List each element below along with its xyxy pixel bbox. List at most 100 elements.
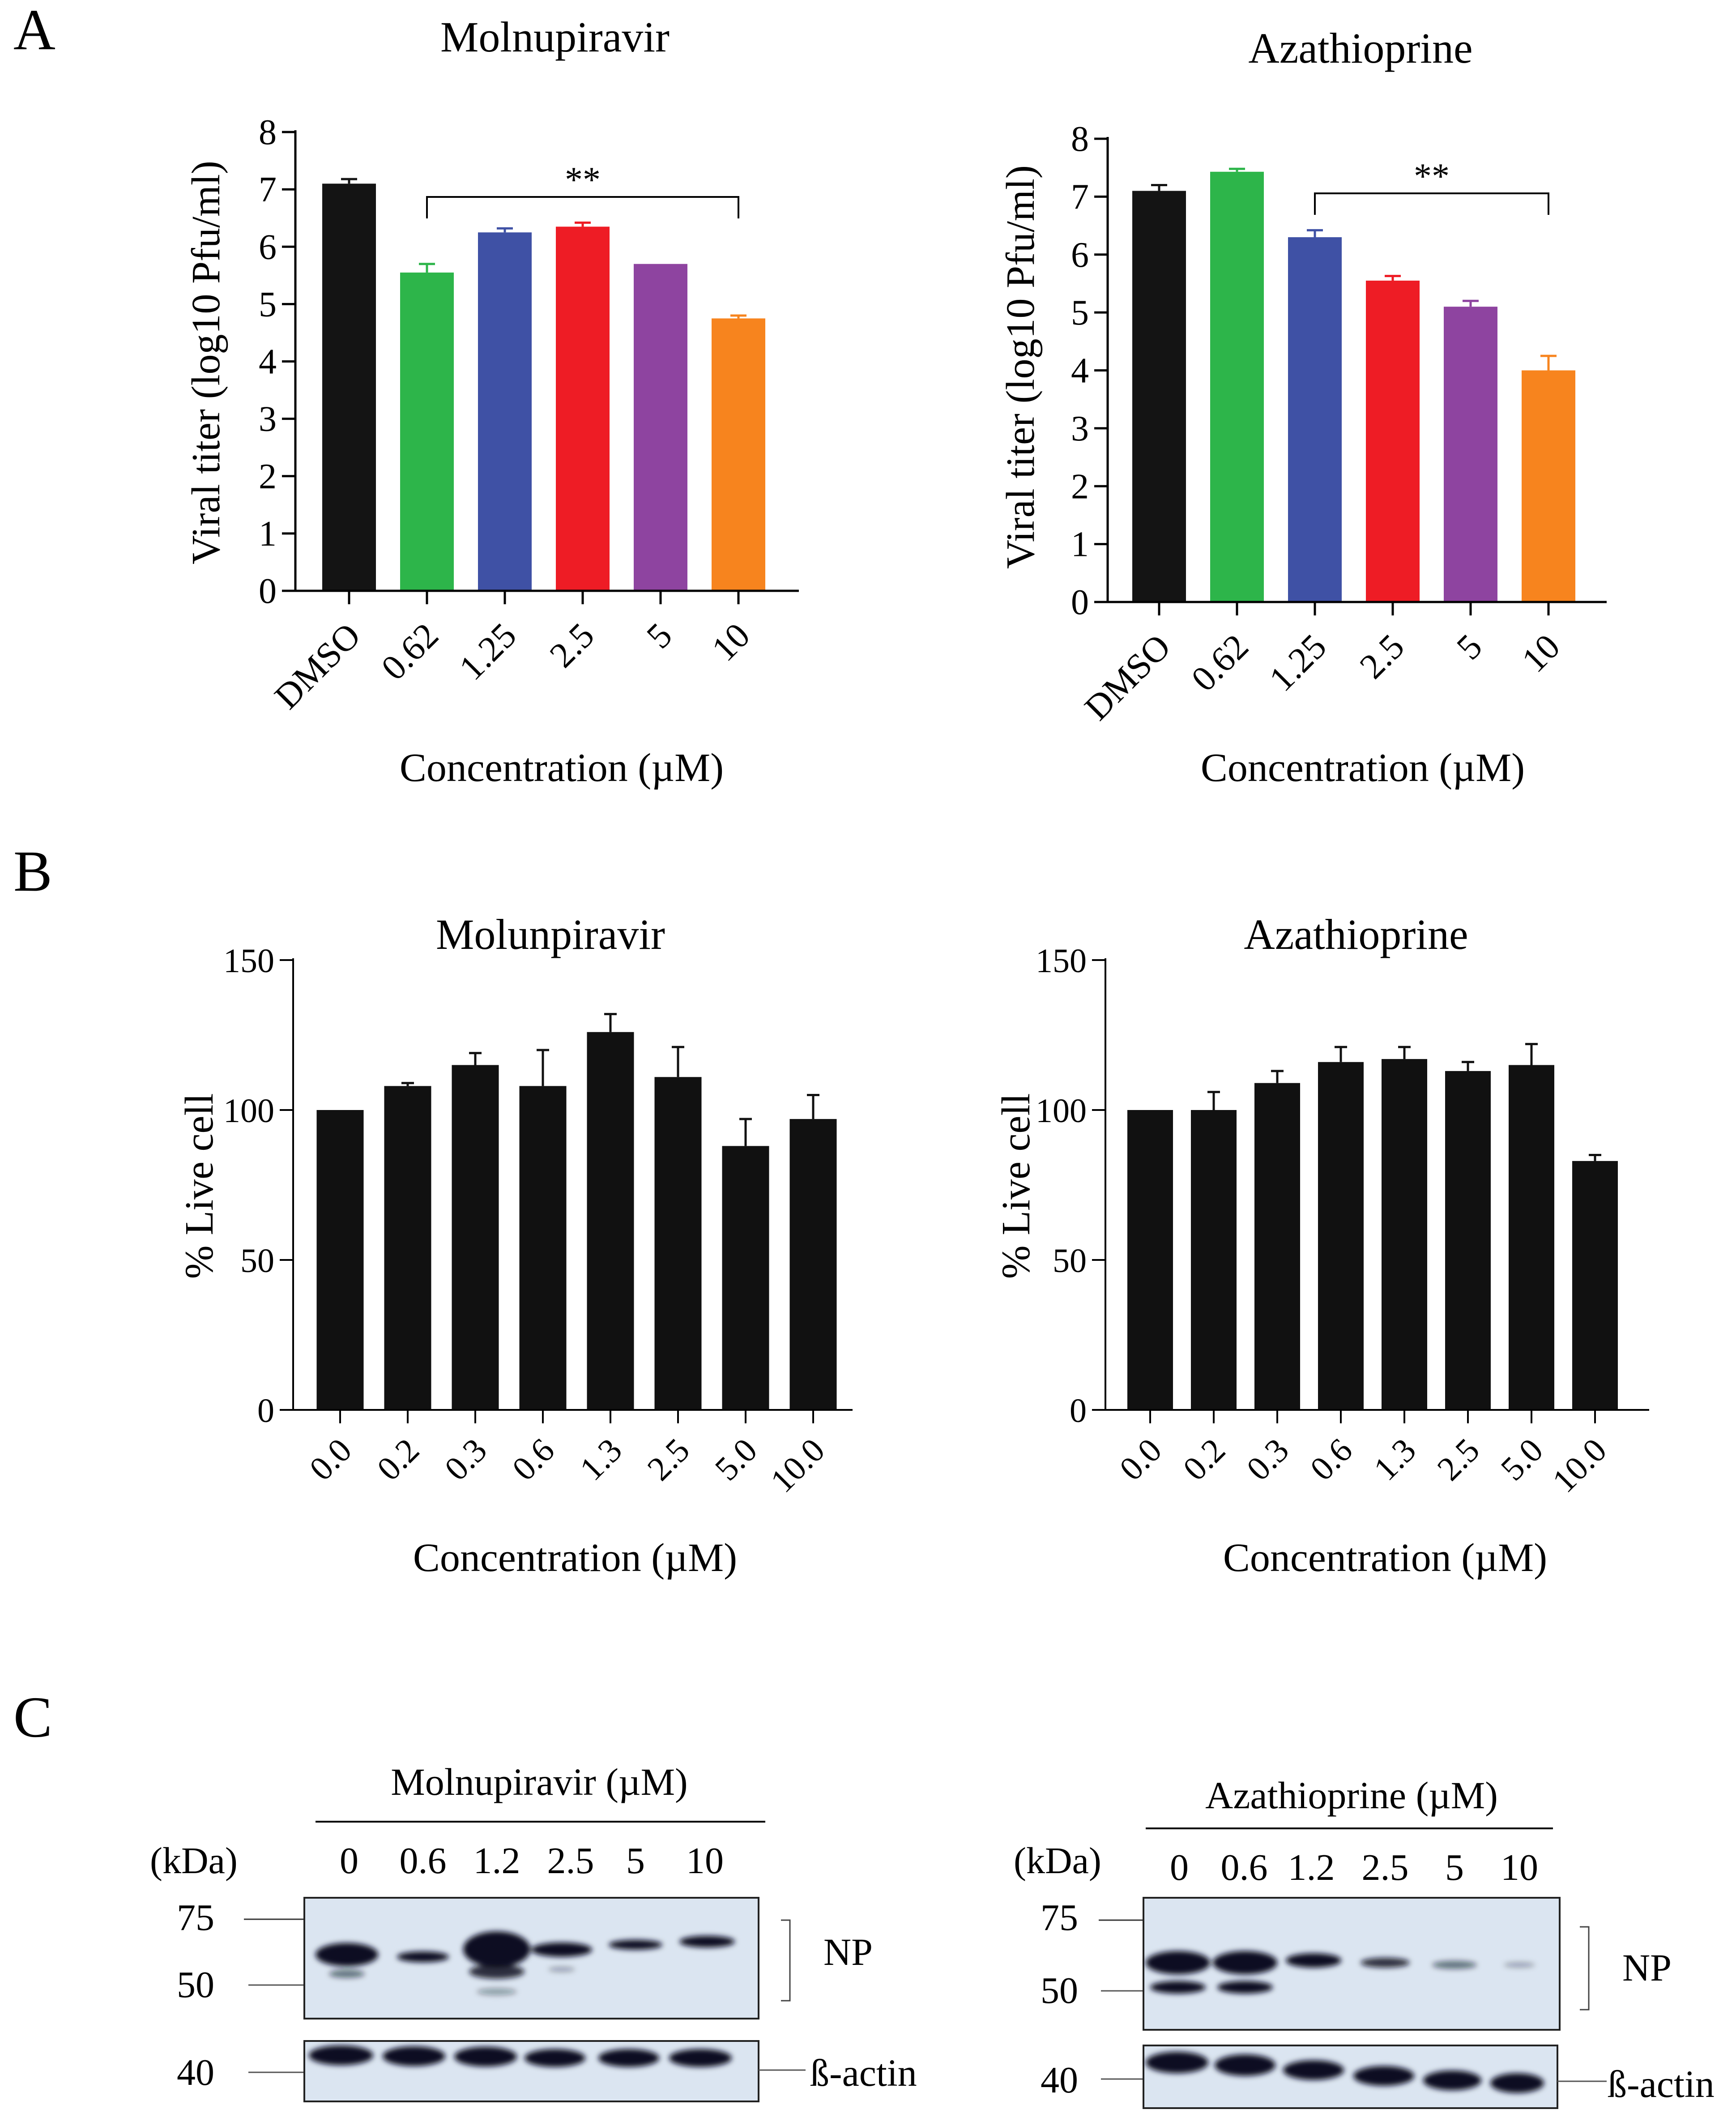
np-bracket (781, 1919, 791, 2002)
y-tick-label: 7 (1071, 177, 1089, 217)
y-tick-label: 6 (259, 227, 277, 267)
x-tick-label: 0.6 (1303, 1431, 1360, 1488)
y-tick-label: 5 (1071, 293, 1089, 333)
y-tick-label: 50 (1053, 1242, 1087, 1280)
bar (322, 184, 376, 591)
x-tick-label: 0.62 (374, 616, 446, 688)
blot-title: Azathioprine (µM) (1205, 1774, 1498, 1817)
x-tick-label: 10.0 (763, 1431, 832, 1500)
actin-bands (309, 2045, 732, 2067)
x-tick-label: DMSO (1077, 627, 1178, 728)
y-tick-label: 2 (1071, 467, 1089, 506)
bar (400, 272, 454, 591)
lane-label: 0.6 (400, 1840, 447, 1882)
bar (478, 232, 532, 591)
bar (1572, 1161, 1618, 1410)
chart-title: Azathioprine (1248, 24, 1472, 72)
y-axis-label: Viral titer (log10 Pfu/ml) (184, 161, 228, 564)
bar (1444, 307, 1497, 602)
x-tick-label: 0.2 (370, 1431, 427, 1488)
lane-label: 10 (1501, 1847, 1538, 1888)
actin-label: ß-actin (810, 2051, 917, 2094)
significance-bracket (426, 196, 739, 218)
lane-label: 5 (626, 1840, 645, 1882)
x-tick-label: 0.6 (505, 1431, 562, 1488)
kda-label: (kDa) (1014, 1840, 1101, 1882)
bar (316, 1110, 364, 1410)
chart-title: Molunpiravir (436, 910, 665, 958)
lane-label: 0 (1170, 1847, 1189, 1888)
bar (1509, 1065, 1554, 1410)
x-tick-label: 0.0 (302, 1431, 359, 1488)
x-tick-label: 10.0 (1545, 1431, 1614, 1500)
lane-label: 10 (686, 1840, 724, 1882)
actin-label: ß-actin (1608, 2062, 1715, 2105)
bar (654, 1077, 702, 1410)
y-tick-label: 1 (259, 514, 277, 554)
bar (519, 1086, 567, 1410)
y-tick-label: 50 (240, 1242, 274, 1280)
significance-label: ** (1414, 157, 1450, 196)
x-tick-label: DMSO (267, 616, 368, 717)
x-axis-label: Concentration (µM) (1201, 746, 1525, 790)
y-tick-label: 150 (223, 942, 274, 980)
y-tick-label: 4 (1071, 351, 1089, 391)
y-tick-label: 3 (1071, 409, 1089, 448)
y-tick-label: 2 (259, 457, 277, 496)
x-tick-label: 2.5 (640, 1431, 697, 1488)
y-tick-label: 7 (259, 170, 277, 209)
panel-letter-b: B (13, 839, 52, 904)
lane-label: 0 (340, 1840, 358, 1882)
marker-75: 75 (177, 1897, 214, 1938)
y-axis-label: Viral titer (log10 Pfu/ml) (998, 165, 1043, 569)
chart-molunpiravir-live-cell: Molunpiravir Concentration (µM) % Live cel… (177, 910, 853, 1580)
chart-molnupiravir-viral-titer: Molnupiravir Concentration (µM) Viral tite… (184, 13, 799, 790)
x-tick-label: 1.25 (1262, 627, 1334, 699)
x-axis-label: Concentration (µM) (400, 746, 724, 790)
marker-50: 50 (177, 1964, 214, 2006)
x-tick-label: 10 (1514, 627, 1568, 680)
x-tick-label: 2.5 (1352, 627, 1412, 687)
y-tick-label: 0 (257, 1392, 274, 1430)
western-blot-azathioprine: Azathioprine (µM) (kDa) 0 0.6 1.2 2.5 5 … (1014, 1774, 1715, 2109)
bar (712, 318, 765, 591)
np-membrane (1143, 1897, 1561, 2031)
chart-azathioprine-live-cell: Azathioprine Concentration (µM) % Live cel… (994, 910, 1649, 1580)
bar (634, 264, 687, 591)
chart-azathioprine-viral-titer: Azathioprine Concentration (µM) Viral tite… (998, 24, 1607, 790)
bar (587, 1032, 634, 1410)
x-tick-label: 1.3 (1366, 1431, 1423, 1488)
x-tick-label: 0.0 (1112, 1431, 1169, 1488)
bar (722, 1146, 769, 1410)
y-tick-label: 1 (1071, 525, 1089, 564)
y-tick-label: 150 (1036, 942, 1087, 980)
actin-bands (1146, 2052, 1544, 2093)
x-tick-label: 1.25 (452, 616, 524, 688)
significance-bracket (1314, 192, 1549, 215)
chart-title: Molnupiravir (440, 13, 670, 61)
y-tick-label: 8 (1071, 120, 1089, 159)
y-tick-label: 4 (259, 342, 277, 382)
lane-label: 2.5 (547, 1840, 594, 1882)
bar (789, 1119, 837, 1410)
bar (1522, 370, 1575, 602)
marker-40: 40 (177, 2052, 214, 2093)
actin-membrane (1143, 2045, 1558, 2109)
np-label: NP (1622, 1946, 1672, 1989)
x-tick-label: 10 (704, 616, 758, 669)
x-tick-label: 0.62 (1184, 627, 1256, 699)
x-axis-label: Concentration (µM) (1223, 1536, 1547, 1580)
y-tick-label: 0 (1071, 583, 1089, 622)
panel-letter-a: A (13, 0, 55, 62)
bar (1445, 1071, 1491, 1410)
x-tick-label: 5.0 (1493, 1431, 1550, 1488)
lane-label: 5 (1445, 1847, 1464, 1888)
y-tick-label: 0 (259, 572, 277, 611)
lane-label: 0.6 (1221, 1847, 1268, 1888)
bar (1132, 191, 1186, 602)
marker-50: 50 (1041, 1970, 1078, 2011)
bar (1127, 1110, 1173, 1410)
bar (1288, 237, 1342, 602)
x-tick-label: 0.3 (1239, 1431, 1296, 1488)
